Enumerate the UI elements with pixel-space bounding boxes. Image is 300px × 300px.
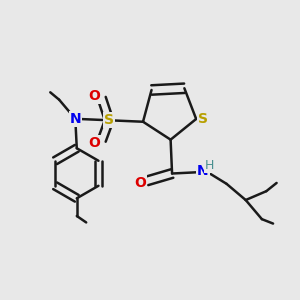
Text: O: O bbox=[135, 176, 146, 190]
Text: S: S bbox=[104, 113, 114, 127]
Text: O: O bbox=[88, 89, 101, 103]
Text: S: S bbox=[198, 112, 208, 126]
Text: H: H bbox=[205, 159, 214, 172]
Text: N: N bbox=[70, 112, 81, 126]
Text: O: O bbox=[88, 136, 101, 150]
Text: N: N bbox=[197, 164, 209, 178]
